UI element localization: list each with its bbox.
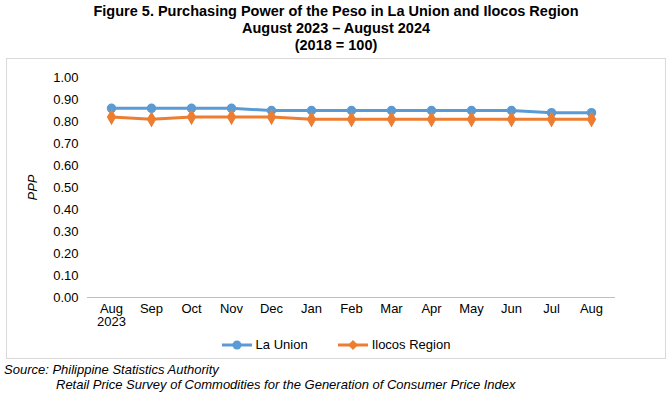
html-text:Source: Philippine Statistics: Source: Philippine Statistics Authority <box>4 362 219 377</box>
svg-text:Sep: Sep <box>140 301 163 316</box>
svg-text:0.00: 0.00 <box>53 290 78 305</box>
svg-text:Feb: Feb <box>340 301 362 316</box>
svg-text:May: May <box>459 301 484 316</box>
svg-text:PPP: PPP <box>25 174 40 200</box>
svg-text:1.00: 1.00 <box>53 70 78 85</box>
svg-text:Jun: Jun <box>501 301 522 316</box>
svg-text:0.10: 0.10 <box>53 268 78 283</box>
svg-text:0.60: 0.60 <box>53 158 78 173</box>
svg-text:Aug2023: Aug2023 <box>97 301 126 329</box>
svg-text:0.90: 0.90 <box>53 92 78 107</box>
svg-text:0.50: 0.50 <box>53 180 78 195</box>
html-text:La Union: La Union <box>255 337 308 352</box>
html-text:August 2023 – August 2024: August 2023 – August 2024 <box>242 20 430 36</box>
html-text:Retail Price Survey of Commodi: Retail Price Survey of Commodities for t… <box>56 377 516 392</box>
svg-text:Jan: Jan <box>301 301 322 316</box>
html-text:Figure 5. Purchasing Power of: Figure 5. Purchasing Power of the Peso i… <box>93 3 579 19</box>
svg-text:0.80: 0.80 <box>53 114 78 129</box>
svg-text:0.30: 0.30 <box>53 224 78 239</box>
html-text:Ilocos Region: Ilocos Region <box>371 337 451 352</box>
svg-text:0.40: 0.40 <box>53 202 78 217</box>
svg-text:Mar: Mar <box>380 301 403 316</box>
html-text:(2018 = 100): (2018 = 100) <box>294 37 378 53</box>
svg-text:0.70: 0.70 <box>53 136 78 151</box>
svg-text:Apr: Apr <box>421 301 442 316</box>
svg-text:0.20: 0.20 <box>53 246 78 261</box>
svg-text:Jul: Jul <box>543 301 560 316</box>
svg-text:Oct: Oct <box>181 301 202 316</box>
svg-text:Aug: Aug <box>580 301 603 316</box>
svg-text:Dec: Dec <box>260 301 284 316</box>
svg-text:Nov: Nov <box>220 301 244 316</box>
